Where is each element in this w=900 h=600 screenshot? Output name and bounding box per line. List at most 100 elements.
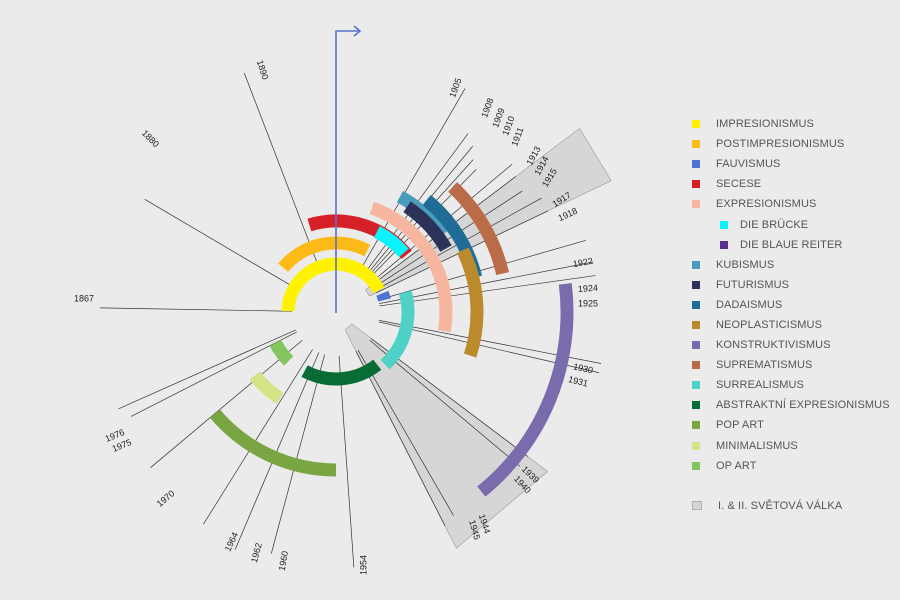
legend-item-abstraktni-expresionismus: ABSTRAKTNÍ EXPRESIONISMUS [692,395,890,415]
arc-pop-art [209,409,337,477]
legend-label: KUBISMUS [716,258,775,271]
year-line-1976 [118,329,296,410]
year-line-1964 [203,349,313,525]
legend-label: DIE BLAUE REITER [740,238,843,251]
arc-konstruktivismus [477,283,574,497]
legend-swatch [692,300,700,309]
year-line-1880 [144,199,299,290]
legend-item-surrealismus: SURREALISMUS [692,375,890,395]
legend-swatch [692,381,700,390]
legend-item-dadaismus: DADAISMUS [692,295,890,315]
legend-swatch-war [692,501,702,511]
legend-swatch [720,220,728,229]
year-label-1922: 1922 [572,256,593,269]
legend-label: FAUVISMUS [716,158,781,171]
year-line-1924 [379,261,594,304]
legend: IMPRESIONISMUS POSTIMPRESIONISMUS FAUVISMU… [692,114,890,516]
legend-label: OP ART [716,459,757,472]
year-line-1922 [378,239,587,301]
legend-item-kubismus: KUBISMUS [692,255,890,275]
arc-futurismus [403,201,452,252]
legend-swatch [692,160,700,169]
legend-swatch [692,140,700,149]
legend-swatch [692,461,700,470]
legend-item-neoplasticismus: NEOPLASTICISMUS [692,315,890,335]
arc-abstraktni-expresionismus [301,359,382,386]
year-label-1918: 1918 [557,206,579,224]
year-label-1925: 1925 [578,298,598,308]
war-wedge-2 [344,323,549,549]
legend-label: POP ART [716,419,764,432]
year-line-1954 [338,355,355,568]
legend-label: KONSTRUKTIVISMUS [716,339,831,352]
year-label-1867: 1867 [74,293,94,303]
legend-swatch [692,180,700,189]
legend-item-expresionismus: EXPRESIONISMUS [692,194,890,214]
year-label-1960: 1960 [277,550,290,571]
legend-label: POSTIMPRESIONISMUS [716,138,845,151]
arc-fauvismus [376,290,391,302]
legend-label: SECESE [716,178,762,191]
year-line-1867 [100,307,293,312]
year-line-1925 [379,275,596,307]
arc-die-brucke [373,226,409,258]
year-label-1930: 1930 [572,361,594,375]
legend-item-fauvismus: FAUVISMUS [692,154,890,174]
year-label-1890: 1890 [255,59,271,81]
arc-surrealismus [380,290,415,370]
legend-swatch [692,120,700,129]
year-label-1964: 1964 [223,531,241,553]
arc-op-art [269,339,294,366]
year-label-1962: 1962 [249,542,264,564]
arc-expresionismus [369,201,453,333]
legend-label-war: I. & II. SVĚTOVÁ VÁLKA [718,499,843,512]
legend-item-world-wars: I. & II. SVĚTOVÁ VÁLKA [692,496,890,516]
legend-label: FUTURISMUS [716,278,790,291]
movement-arcs [209,182,574,497]
legend-label: SURREALISMUS [716,379,804,392]
year-label-1880: 1880 [140,128,161,149]
year-line-1975 [130,331,297,417]
year-line-1945 [355,351,446,526]
legend-item-impresionismus: IMPRESIONISMUS [692,114,890,134]
legend-swatch [692,320,700,329]
legend-swatch [720,240,728,249]
legend-swatch [692,421,700,430]
year-line-1890 [243,72,321,272]
legend-label: EXPRESIONISMUS [716,198,817,211]
year-label-1931: 1931 [567,374,589,389]
year-line-1944 [357,349,454,516]
legend-label: NEOPLASTICISMUS [716,318,823,331]
legend-item-suprematismus: SUPREMATISMUS [692,355,890,375]
start-arrow-head [353,25,362,37]
legend-item-op-art: OP ART [692,456,890,476]
year-line-1962 [234,352,320,550]
legend-label: SUPREMATISMUS [716,359,813,372]
legend-label: ABSTRAKTNÍ EXPRESIONISMUS [716,399,890,412]
legend-label: IMPRESIONISMUS [716,118,814,131]
year-line-1960 [270,354,325,554]
year-label-1924: 1924 [578,283,599,294]
arc-suprematismus [448,182,509,276]
arc-minimalismus [249,371,284,404]
legend-swatch [692,280,700,289]
legend-swatch [692,361,700,370]
timeline-start-arrow [335,25,362,313]
year-line-1905 [357,88,466,275]
year-line-1970 [150,340,303,468]
legend-item-pop-art: POP ART [692,415,890,435]
start-arrow-line [335,30,359,313]
legend-label: MINIMALISMUS [716,439,798,452]
legend-swatch [692,200,700,209]
legend-item-konstruktivismus: KONSTRUKTIVISMUS [692,335,890,355]
arc-impresionismus [281,257,385,312]
legend-item-minimalismus: MINIMALISMUS [692,436,890,456]
legend-swatch [692,260,700,269]
legend-item-die-brucke: DIE BRÜCKE [692,214,890,234]
legend-item-futurismus: FUTURISMUS [692,275,890,295]
legend-label: DADAISMUS [716,298,783,311]
legend-item-secese: SECESE [692,174,890,194]
legend-item-die-blaue-reiter: DIE BLAUE REITER [692,235,890,255]
